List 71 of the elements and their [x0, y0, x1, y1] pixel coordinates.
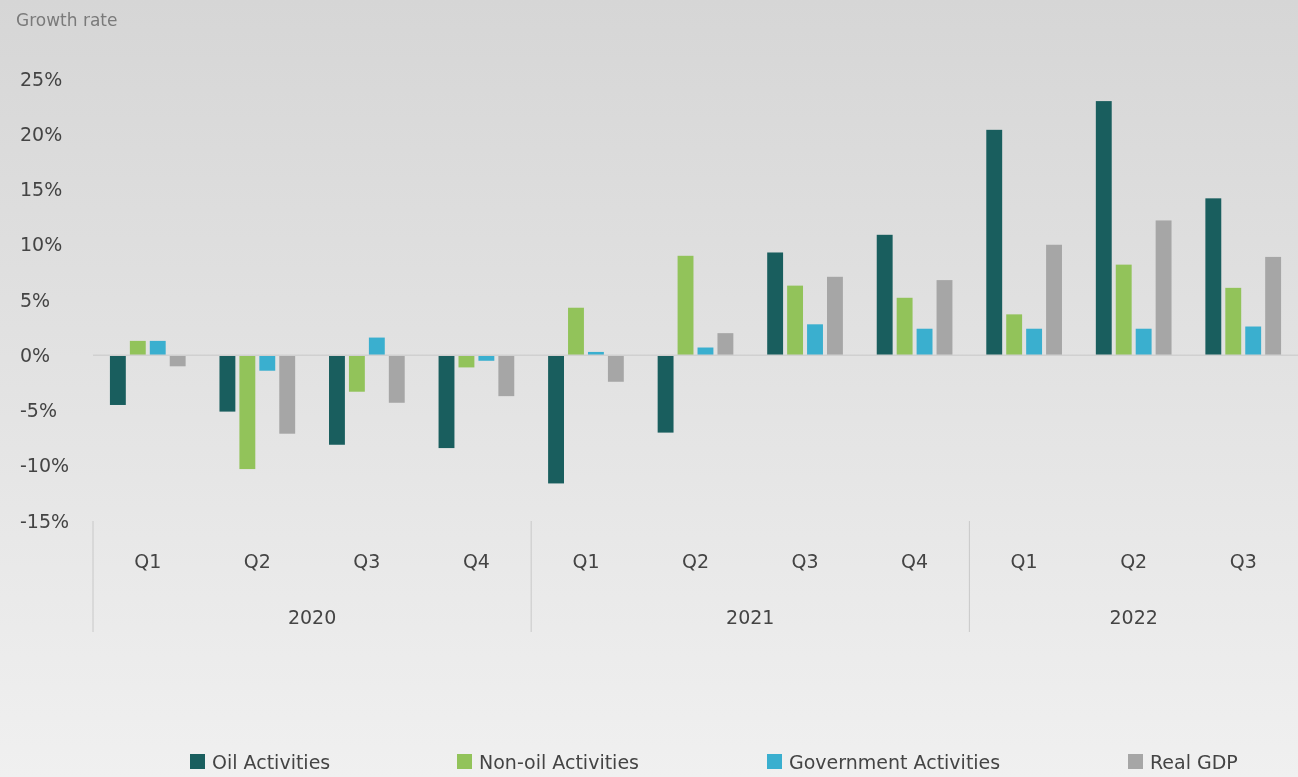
- bar: [279, 355, 296, 434]
- x-tick-label: Q4: [462, 549, 490, 572]
- x-tick-label: Q1: [134, 549, 162, 572]
- x-tick-label: Q3: [791, 549, 819, 572]
- x-tick-label: Q3: [1229, 549, 1257, 572]
- bar: [657, 355, 674, 433]
- bar: [827, 276, 843, 356]
- y-tick-label: 5%: [20, 288, 51, 311]
- bar: [388, 355, 405, 403]
- bar: [548, 355, 564, 484]
- y-axis-title: Growth rate: [16, 10, 118, 30]
- bar: [936, 280, 953, 356]
- y-tick-label: -10%: [20, 454, 70, 477]
- y-tick-label: 10%: [20, 233, 63, 256]
- bar: [677, 255, 694, 356]
- bar: [767, 252, 784, 356]
- bar: [1245, 326, 1262, 356]
- bar: [568, 307, 584, 356]
- bar: [787, 285, 804, 356]
- bar: [1006, 314, 1023, 356]
- bar: [896, 297, 913, 356]
- bar: [219, 355, 236, 412]
- bar: [1155, 220, 1172, 356]
- x-tick-label: Q2: [243, 549, 271, 572]
- bar: [129, 340, 146, 356]
- text: 2020: [287, 605, 337, 628]
- bar: [1026, 328, 1043, 356]
- bar: [916, 328, 933, 356]
- legend-label: Oil Activities: [212, 750, 331, 773]
- bar: [458, 355, 475, 368]
- x-tick-label: Q1: [1010, 549, 1038, 572]
- bar: [239, 355, 256, 470]
- x-tick-label: Q3: [353, 549, 381, 572]
- x-tick-label: Q2: [681, 549, 710, 572]
- legend-label: Non-oil Activities: [479, 750, 639, 773]
- bar: [149, 340, 166, 356]
- x-tick-label: Q4: [901, 549, 929, 572]
- bar: [348, 355, 365, 392]
- bar: [478, 355, 495, 361]
- bar: [368, 337, 385, 356]
- text: 2022: [1109, 605, 1158, 628]
- bar: [1265, 256, 1282, 356]
- bar: [169, 355, 186, 367]
- bar: [1205, 198, 1222, 356]
- bar: [1115, 264, 1132, 356]
- bar: [498, 355, 515, 397]
- y-tick-label: 20%: [20, 122, 63, 145]
- bar: [329, 355, 345, 445]
- bar: [1135, 328, 1152, 356]
- bar: [717, 333, 734, 356]
- bar: [109, 355, 126, 405]
- y-tick-label: -5%: [20, 399, 57, 422]
- text: 2021: [726, 605, 775, 628]
- y-tick-label: 25%: [20, 67, 63, 90]
- bar: [259, 355, 276, 371]
- x-tick-label: Q2: [1120, 549, 1148, 572]
- legend-label: Government Activities: [789, 750, 1001, 773]
- legend-label: Real GDP: [1150, 750, 1238, 773]
- bar: [607, 355, 624, 382]
- bar: [807, 324, 823, 356]
- bar: [1046, 244, 1062, 356]
- bar: [1225, 287, 1242, 356]
- bar: [438, 355, 455, 449]
- bar: [986, 129, 1003, 356]
- bar: [876, 234, 893, 356]
- bar: [587, 351, 604, 356]
- x-tick-label: Q1: [572, 549, 600, 572]
- bar: [1095, 101, 1112, 356]
- y-tick-label: -15%: [20, 509, 70, 532]
- y-tick-label: 0%: [20, 343, 51, 366]
- y-tick-label: 15%: [20, 178, 63, 201]
